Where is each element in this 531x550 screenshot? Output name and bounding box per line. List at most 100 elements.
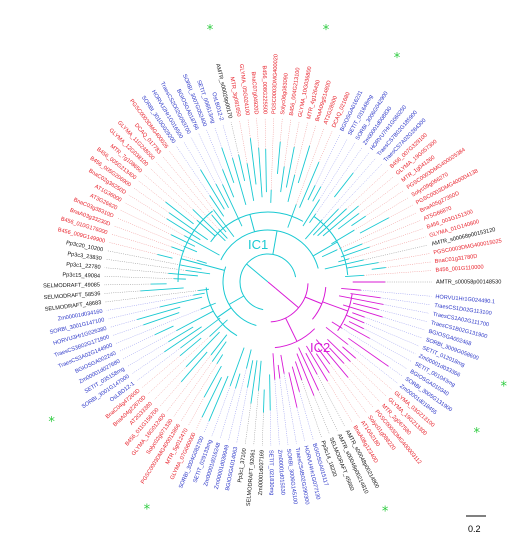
dotted-leaf-line: [106, 294, 194, 311]
dotted-leaf-line: [352, 152, 370, 174]
dotted-leaf-line: [173, 361, 213, 417]
leaf-branch: [193, 292, 205, 296]
leaf-branch: [200, 302, 216, 310]
star-marker: *: [323, 23, 330, 38]
leaf-branch: [348, 337, 389, 367]
dotted-leaf-extensions: [104, 118, 432, 446]
dotted-leaf-line: [347, 377, 374, 408]
leaf-branch: [211, 341, 227, 362]
dotted-leaf-line: [256, 118, 259, 148]
leaf-branch: [329, 347, 345, 364]
dotted-leaf-line: [274, 379, 280, 446]
dotted-leaf-line: [153, 366, 187, 401]
leaf-branch: [213, 209, 235, 238]
leaf-branch: [277, 141, 281, 174]
leaf-branch: [222, 169, 235, 198]
leaf-label: SELMODRAFT_92061: [246, 449, 257, 506]
dotted-leaf-line: [244, 403, 252, 445]
leaf-branch: [183, 245, 198, 253]
dotted-leaf-line: [269, 410, 272, 446]
leaf-branch: [321, 249, 338, 258]
dotted-leaf-line: [280, 118, 283, 142]
dotted-leaf-line: [198, 133, 223, 185]
leaf-label: Zm00001d015530: [276, 449, 285, 495]
dotted-leaf-line: [378, 309, 428, 322]
leaf-branch: [297, 145, 311, 184]
dotted-leaf-line: [364, 316, 423, 339]
dotted-leaf-line: [369, 338, 412, 362]
dotted-leaf-line: [206, 129, 223, 170]
leaf-label: PGSC0003DMG400020: [271, 54, 279, 114]
dotted-leaf-line: [211, 385, 231, 437]
internal-branch-arc: [312, 287, 327, 320]
internal-branch-arc: [177, 210, 213, 283]
leaf-branch: [322, 205, 359, 237]
leaf-branch: [262, 389, 265, 413]
dotted-leaf-line: [247, 119, 251, 139]
dotted-leaf-line: [219, 388, 236, 439]
leaf-branch: [312, 186, 322, 202]
internal-branch-stem: [180, 258, 225, 271]
leaf-branch: [317, 208, 347, 237]
internal-branch-arc: [274, 328, 316, 349]
leaf-branch: [168, 272, 198, 277]
dotted-leaf-line: [320, 138, 348, 187]
dotted-leaf-line: [108, 242, 158, 255]
leaf-label: SELMODRAFT_49085: [43, 282, 100, 289]
leaf-branch: [338, 295, 384, 305]
dotted-leaf-line: [115, 308, 201, 344]
dotted-leaf-line: [315, 147, 363, 215]
dotted-leaf-line: [316, 374, 346, 427]
leaf-branch: [337, 213, 360, 230]
leaf-branch: [179, 337, 202, 357]
leaf-branch: [171, 246, 185, 252]
dotted-leaf-line: [105, 290, 199, 303]
leaf-branch: [312, 208, 339, 236]
leaf-branch: [331, 229, 355, 245]
dotted-leaf-line: [124, 202, 185, 236]
leaf-branch: [288, 372, 298, 408]
leaf-branch: [180, 351, 208, 383]
internal-branch-arc: [270, 283, 309, 323]
dotted-leaf-line: [350, 361, 387, 397]
leaf-label: SETIT_021830mg: [267, 450, 274, 496]
dotted-leaf-line: [360, 289, 432, 297]
dotted-leaf-line: [110, 319, 138, 328]
dotted-leaf-line: [128, 194, 167, 219]
star-marker: *: [473, 426, 480, 441]
leaf-branch: [309, 213, 317, 224]
dotted-leaf-line: [362, 220, 421, 245]
star-marker: *: [48, 415, 55, 430]
dotted-leaf-line: [104, 267, 169, 274]
internal-branch-stem: [267, 281, 276, 289]
leaf-branch: [287, 174, 296, 202]
dotted-leaf-line: [133, 187, 170, 213]
dotted-leaf-line: [104, 283, 151, 286]
leaf-label: B456_001G110000: [435, 264, 483, 273]
dotted-leaf-line: [283, 119, 292, 167]
internal-branch-stem: [246, 263, 261, 276]
leaf-branch: [341, 287, 361, 291]
leaf-branch: [229, 347, 245, 387]
dotted-leaf-line: [354, 197, 409, 231]
leaf-branch: [164, 326, 202, 353]
internal-branch-stem: [275, 288, 299, 309]
scale-bar-label: 0.2: [468, 524, 481, 534]
leaf-label: Zm00001d037169: [258, 450, 266, 496]
dotted-leaf-line: [108, 306, 161, 320]
dotted-leaf-line: [363, 328, 416, 355]
leaf-branch: [249, 138, 257, 185]
leaf-branch: [280, 166, 285, 193]
leaf-labels: AMTR_s00058p00148530HORVU1Hr1G024490.1Tr…: [43, 54, 502, 506]
leaf-branch: [250, 360, 258, 404]
internal-branch-stem: [249, 214, 256, 232]
dotted-leaf-line: [313, 395, 330, 435]
leaf-branch: [143, 312, 180, 326]
leaf-branch: [296, 353, 315, 396]
leaf-label: AMTR_s00058p00148530: [436, 279, 501, 285]
leaf-branch: [351, 215, 366, 227]
dotted-leaf-line: [380, 297, 431, 306]
dotted-leaf-line: [147, 336, 210, 395]
dotted-leaf-line: [104, 290, 141, 294]
